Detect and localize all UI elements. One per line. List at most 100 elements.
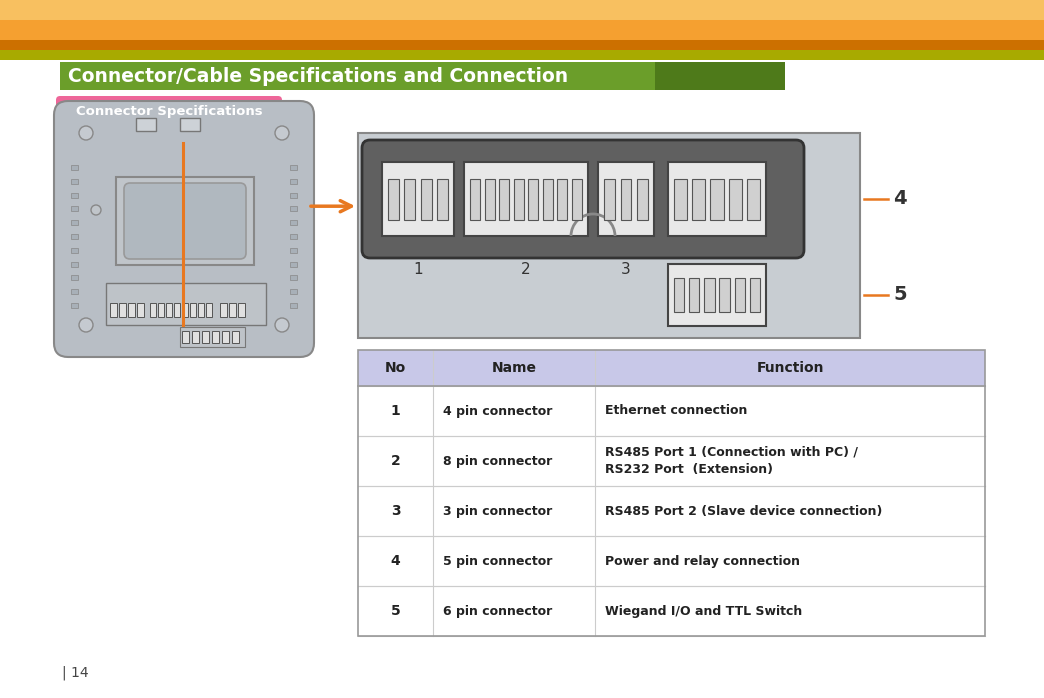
Bar <box>180 118 200 131</box>
Bar <box>604 179 615 220</box>
Text: 1: 1 <box>413 262 423 278</box>
Bar <box>290 234 296 239</box>
Bar <box>735 279 744 313</box>
Bar <box>206 303 212 317</box>
Text: 4: 4 <box>893 189 906 209</box>
Bar <box>192 331 199 343</box>
Text: Connector Specifications: Connector Specifications <box>75 105 262 117</box>
Bar <box>382 162 454 236</box>
Bar <box>128 303 135 317</box>
Circle shape <box>79 318 93 332</box>
Text: 6 pin connector: 6 pin connector <box>443 604 552 618</box>
Text: 3: 3 <box>621 262 631 278</box>
Bar <box>0 0 1044 40</box>
Text: RS232 Port  (Extension): RS232 Port (Extension) <box>606 463 773 477</box>
Bar <box>358 350 984 386</box>
Bar <box>71 262 78 267</box>
Text: No: No <box>385 361 406 375</box>
Bar <box>470 179 480 220</box>
Bar <box>290 193 296 198</box>
Bar <box>110 303 117 317</box>
Bar <box>290 276 296 281</box>
Bar <box>174 303 180 317</box>
Bar <box>668 264 766 326</box>
Bar <box>750 279 760 313</box>
Bar <box>238 303 245 317</box>
Text: 2: 2 <box>521 262 530 278</box>
Bar <box>290 248 296 253</box>
Bar <box>729 179 742 220</box>
Bar <box>137 303 144 317</box>
Bar <box>543 179 553 220</box>
Bar <box>119 303 126 317</box>
Text: Function: Function <box>756 361 824 375</box>
Bar <box>692 179 706 220</box>
Text: 5: 5 <box>893 285 906 304</box>
Bar <box>437 179 448 220</box>
Bar <box>290 289 296 294</box>
Bar <box>71 289 78 294</box>
Bar <box>358 133 860 338</box>
Bar <box>71 179 78 184</box>
Circle shape <box>91 205 101 215</box>
Bar <box>0 50 1044 60</box>
Bar <box>689 279 699 313</box>
Text: 3 pin connector: 3 pin connector <box>443 505 552 517</box>
Bar <box>705 279 714 313</box>
Bar <box>106 283 266 325</box>
Bar <box>71 220 78 225</box>
Bar <box>232 331 239 343</box>
Bar <box>484 179 495 220</box>
Bar <box>212 331 219 343</box>
Bar <box>71 193 78 198</box>
FancyBboxPatch shape <box>124 183 246 259</box>
Bar <box>388 179 399 220</box>
Text: 5 pin connector: 5 pin connector <box>443 554 552 567</box>
Bar <box>719 279 730 313</box>
Circle shape <box>275 318 289 332</box>
Bar <box>421 179 431 220</box>
Bar <box>290 220 296 225</box>
Text: Power and relay connection: Power and relay connection <box>606 554 800 567</box>
Bar <box>158 303 164 317</box>
Circle shape <box>275 126 289 140</box>
Bar <box>71 165 78 170</box>
FancyBboxPatch shape <box>54 101 314 357</box>
Bar <box>637 179 648 220</box>
Bar <box>499 179 509 220</box>
Circle shape <box>79 126 93 140</box>
Bar <box>572 179 582 220</box>
Bar <box>621 179 632 220</box>
Bar <box>201 331 209 343</box>
Bar <box>358 350 984 636</box>
Bar <box>404 179 416 220</box>
Text: 2: 2 <box>390 454 401 468</box>
Bar <box>190 303 196 317</box>
Bar <box>71 207 78 211</box>
Text: 4: 4 <box>390 554 401 568</box>
Bar <box>198 303 204 317</box>
Bar <box>668 162 766 236</box>
Bar <box>290 262 296 267</box>
Text: 4 pin connector: 4 pin connector <box>443 405 552 417</box>
Text: RS485 Port 2 (Slave device connection): RS485 Port 2 (Slave device connection) <box>606 505 882 517</box>
Bar <box>746 179 760 220</box>
Bar <box>464 162 588 236</box>
Bar <box>182 303 188 317</box>
Bar <box>229 303 236 317</box>
FancyBboxPatch shape <box>362 140 804 258</box>
Bar <box>674 279 684 313</box>
Bar <box>290 303 296 308</box>
Bar <box>166 303 172 317</box>
Bar <box>71 248 78 253</box>
Bar <box>290 179 296 184</box>
Text: RS485 Port 1 (Connection with PC) /: RS485 Port 1 (Connection with PC) / <box>606 445 858 459</box>
Text: 5: 5 <box>390 604 401 618</box>
Bar <box>182 331 189 343</box>
Bar <box>0 40 1044 50</box>
Bar <box>674 179 687 220</box>
Bar <box>710 179 723 220</box>
Bar <box>0 0 1044 20</box>
Text: 3: 3 <box>390 504 400 518</box>
Bar <box>180 327 245 347</box>
